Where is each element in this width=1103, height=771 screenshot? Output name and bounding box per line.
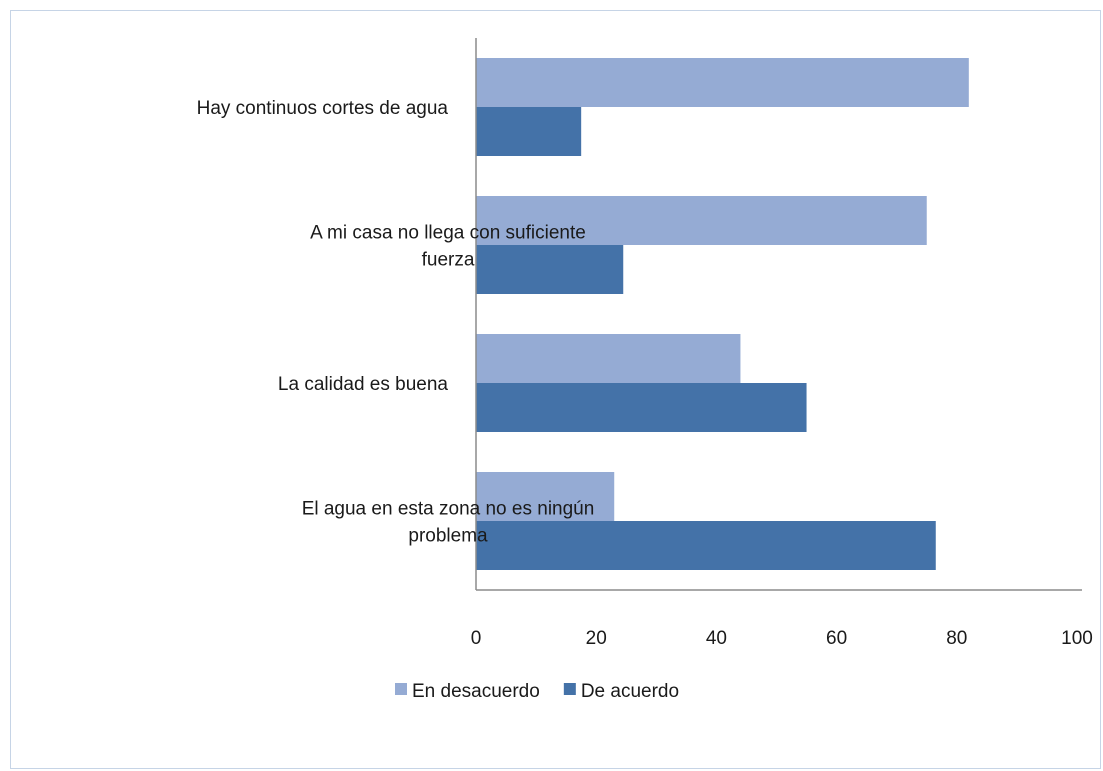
- legend-swatch-0: [395, 683, 407, 695]
- x-tick-label-60: 60: [826, 628, 847, 649]
- bar-de-acuerdo-2: [476, 383, 807, 432]
- legend-label-0: En desacuerdo: [412, 681, 540, 702]
- x-tick-label-40: 40: [706, 628, 727, 649]
- category-label-3-line-0: El agua en esta zona no es ningún: [302, 499, 595, 520]
- legend: En desacuerdo De acuerdo: [395, 681, 679, 702]
- x-tick-label-80: 80: [946, 628, 967, 649]
- legend-swatch-1: [563, 683, 576, 695]
- x-tick-label-100: 100: [1061, 628, 1093, 649]
- category-label-3-line-1: problema: [408, 526, 488, 547]
- bar-de-acuerdo-3: [476, 521, 936, 570]
- bar-en-desacuerdo-2: [476, 334, 741, 383]
- legend-label-1: De acuerdo: [581, 681, 679, 702]
- category-label-1-line-0: A mi casa no llega con suficiente: [310, 223, 586, 244]
- category-labels: Hay continuos cortes de agua A mi casa no…: [197, 98, 595, 547]
- category-label-1-line-1: fuerza: [422, 250, 475, 271]
- bar-de-acuerdo-1: [476, 245, 624, 294]
- bar-en-desacuerdo-3: [476, 472, 615, 521]
- x-tick-labels: 0 20 40 60 80 100: [471, 628, 1093, 649]
- bar-de-acuerdo-0: [476, 107, 582, 156]
- bars-group: [476, 58, 969, 570]
- category-label-2-line-0: La calidad es buena: [278, 374, 449, 395]
- x-tick-label-20: 20: [586, 628, 607, 649]
- category-label-0-line-0: Hay continuos cortes de agua: [197, 98, 449, 119]
- bar-en-desacuerdo-0: [476, 58, 969, 107]
- bar-en-desacuerdo-1: [476, 196, 927, 245]
- x-tick-label-0: 0: [471, 628, 482, 649]
